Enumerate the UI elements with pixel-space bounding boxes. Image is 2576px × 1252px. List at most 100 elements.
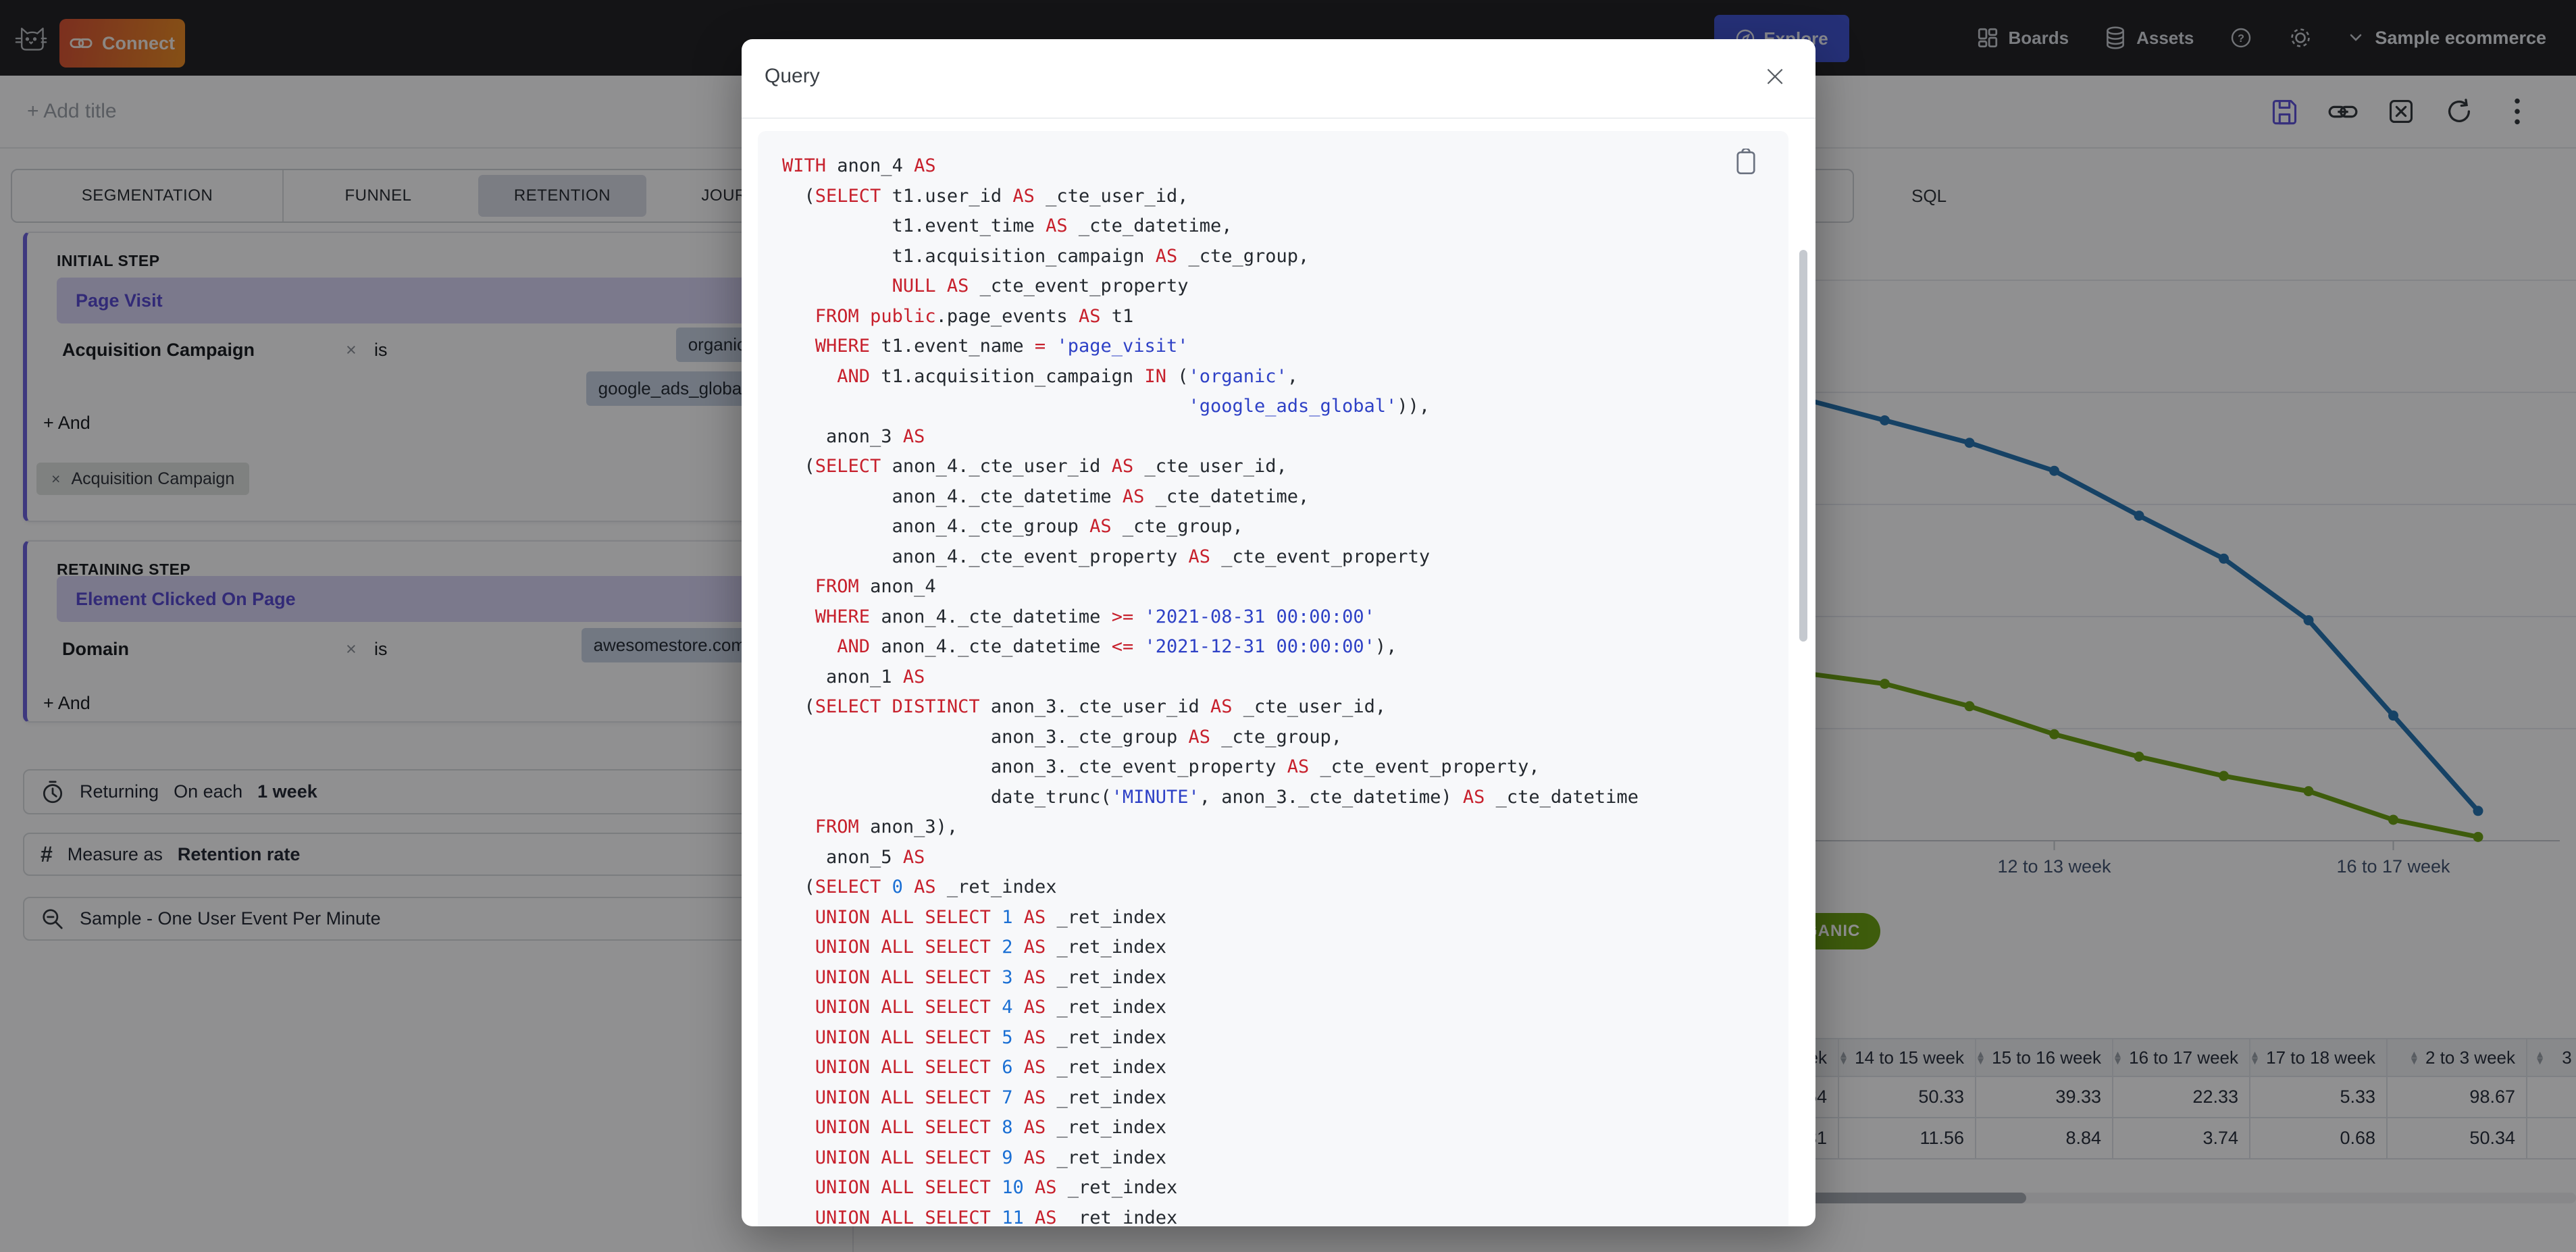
tab-sql[interactable]: SQL	[1911, 185, 1947, 206]
column-header[interactable]: ▲ ▼ 2 to 3 week	[2388, 1038, 2527, 1077]
sort-icon[interactable]: ▲▼	[2114, 1049, 2121, 1066]
help-icon: ?	[2229, 26, 2253, 50]
table-header-row: ▲▼ek ▲▼14 to 15 week ▲▼15 to 16 week ▲▼1…	[1702, 1038, 2576, 1077]
retaining-step-event-selector[interactable]: Element Clicked On Page	[57, 576, 779, 622]
boards-label: Boards	[2008, 27, 2069, 48]
data-point[interactable]	[2134, 511, 2144, 521]
sort-icon[interactable]: ▲▼	[2537, 1049, 2544, 1066]
chevron-down-icon	[2350, 34, 2362, 41]
data-point[interactable]	[2388, 710, 2398, 721]
data-point[interactable]	[1964, 438, 1975, 448]
save-button[interactable]	[2269, 96, 2300, 127]
data-point[interactable]	[2473, 831, 2483, 842]
data-point[interactable]	[2473, 806, 2483, 816]
gear-icon	[2288, 26, 2313, 50]
table-cell: 98.67	[2388, 1077, 2527, 1118]
returning-period-row[interactable]: Returning On each 1 week	[23, 769, 831, 814]
add-and-filter-button[interactable]: + And	[43, 413, 91, 433]
sample-magnifier-icon	[41, 907, 65, 931]
nav-boards[interactable]: Boards	[1976, 26, 2069, 49]
add-and-filter-button[interactable]: + And	[43, 693, 91, 713]
data-point[interactable]	[2049, 465, 2059, 476]
scrollbar-thumb[interactable]	[1803, 1193, 2026, 1203]
tab-retention[interactable]: RETENTION	[473, 170, 652, 221]
data-point[interactable]	[2049, 729, 2059, 739]
sort-icon[interactable]: ▲▼	[2251, 1049, 2259, 1066]
timer-icon	[41, 779, 65, 805]
clear-button[interactable]	[2386, 96, 2417, 127]
breakdown-chip[interactable]: × Acquisition Campaign	[36, 463, 250, 495]
chip-label: Acquisition Campaign	[71, 469, 235, 488]
data-point[interactable]	[2219, 553, 2229, 564]
filter-property[interactable]: Acquisition Campaign	[62, 340, 255, 360]
column-header[interactable]: ▲ ▼ 15 to 16 week	[1976, 1038, 2113, 1077]
initial-step-card: INITIAL STEP Page Visit Acquisition Camp…	[23, 232, 800, 522]
initial-step-event-selector[interactable]: Page Visit	[57, 278, 779, 323]
link-icon	[70, 38, 93, 49]
retaining-step-title: RETAINING STEP	[57, 560, 191, 578]
help-button[interactable]: ?	[2229, 26, 2253, 50]
filter-operator[interactable]: is	[374, 340, 388, 360]
copy-link-button[interactable]	[2327, 96, 2359, 127]
column-header[interactable]: ▲ ▼ 16 to 17 week	[2113, 1038, 2250, 1077]
sort-icon[interactable]: ▲▼	[1840, 1049, 1847, 1066]
column-header[interactable]: ▲ ▼ 14 to 15 week	[1839, 1038, 1976, 1077]
workspace-label: Sample ecommerce	[2375, 27, 2546, 48]
settings-button[interactable]	[2288, 26, 2313, 50]
modal-scrollbar-thumb[interactable]	[1799, 250, 1807, 642]
column-header[interactable]: ▲ ▼ 17 to 18 week	[2250, 1038, 2388, 1077]
tab-divider	[282, 170, 284, 221]
tab-funnel[interactable]: FUNNEL	[284, 170, 473, 221]
table-cell	[2527, 1077, 2576, 1118]
filter-property[interactable]: Domain	[62, 639, 130, 659]
chip-label: organic	[688, 334, 746, 355]
tab-segmentation[interactable]: SEGMENTATION	[12, 170, 282, 221]
table-cell: 22.33	[2113, 1077, 2250, 1118]
remove-filter-icon[interactable]: ×	[346, 340, 357, 360]
boards-grid-icon	[1976, 26, 1999, 49]
chip-label: google_ads_global	[598, 378, 746, 398]
data-point[interactable]	[2134, 752, 2144, 762]
sql-code[interactable]: WITH anon_4 AS (SELECT t1.user_id AS _ct…	[782, 155, 1639, 1226]
data-point[interactable]	[2303, 786, 2314, 797]
table-row: 31 11.56 8.84 3.74 0.68 50.34	[1702, 1118, 2576, 1159]
svg-text:?: ?	[2238, 33, 2244, 45]
sample-row[interactable]: Sample - One User Event Per Minute	[23, 897, 831, 941]
add-title-button[interactable]: + Add title	[27, 100, 117, 122]
event-name: Page Visit	[76, 290, 163, 311]
query-modal: Query × WITH anon_4 AS (SELECT t1.user_i…	[742, 39, 1815, 1226]
column-header[interactable]: ▲ ▼ 3	[2527, 1038, 2576, 1077]
data-point[interactable]	[2303, 615, 2314, 626]
table-cell	[2527, 1118, 2576, 1159]
copy-icon[interactable]	[1734, 147, 1757, 179]
hash-icon: #	[41, 841, 53, 866]
table-cell: 3.74	[2113, 1118, 2250, 1159]
nav-assets[interactable]: Assets	[2104, 26, 2194, 50]
refresh-button[interactable]	[2444, 96, 2475, 127]
data-point[interactable]	[2219, 771, 2229, 781]
workspace-selector[interactable]: Sample ecommerce	[2348, 28, 2546, 49]
measure-row[interactable]: # Measure as Retention rate	[23, 833, 831, 876]
data-point[interactable]	[1880, 679, 1890, 689]
connect-button[interactable]: Connect	[59, 19, 185, 68]
x-axis-label: 12 to 13 week	[1997, 856, 2111, 877]
filter-operator[interactable]: is	[374, 639, 388, 659]
app-logo-cat-icon[interactable]	[15, 22, 47, 54]
modal-title: Query	[765, 65, 820, 87]
sql-code-panel[interactable]: WITH anon_4 AS (SELECT t1.user_id AS _ct…	[758, 131, 1788, 1226]
more-options-button[interactable]	[2502, 96, 2533, 127]
sort-icon[interactable]: ▲▼	[1977, 1049, 1984, 1066]
chip-remove-icon[interactable]: ×	[51, 469, 61, 488]
data-point[interactable]	[1964, 701, 1975, 712]
sort-icon[interactable]: ▲▼	[2411, 1049, 2418, 1066]
close-icon[interactable]: ×	[1762, 58, 1788, 93]
modal-header: Query ×	[742, 39, 1815, 119]
table-horizontal-scrollbar[interactable]	[1702, 1193, 2576, 1203]
data-point[interactable]	[2388, 814, 2398, 825]
initial-step-title: INITIAL STEP	[57, 252, 160, 269]
remove-filter-icon[interactable]: ×	[346, 639, 357, 659]
event-name: Element Clicked On Page	[76, 588, 296, 609]
data-point[interactable]	[1880, 415, 1890, 425]
table-cell: 0.68	[2250, 1118, 2388, 1159]
measure-value: Retention rate	[177, 843, 301, 864]
